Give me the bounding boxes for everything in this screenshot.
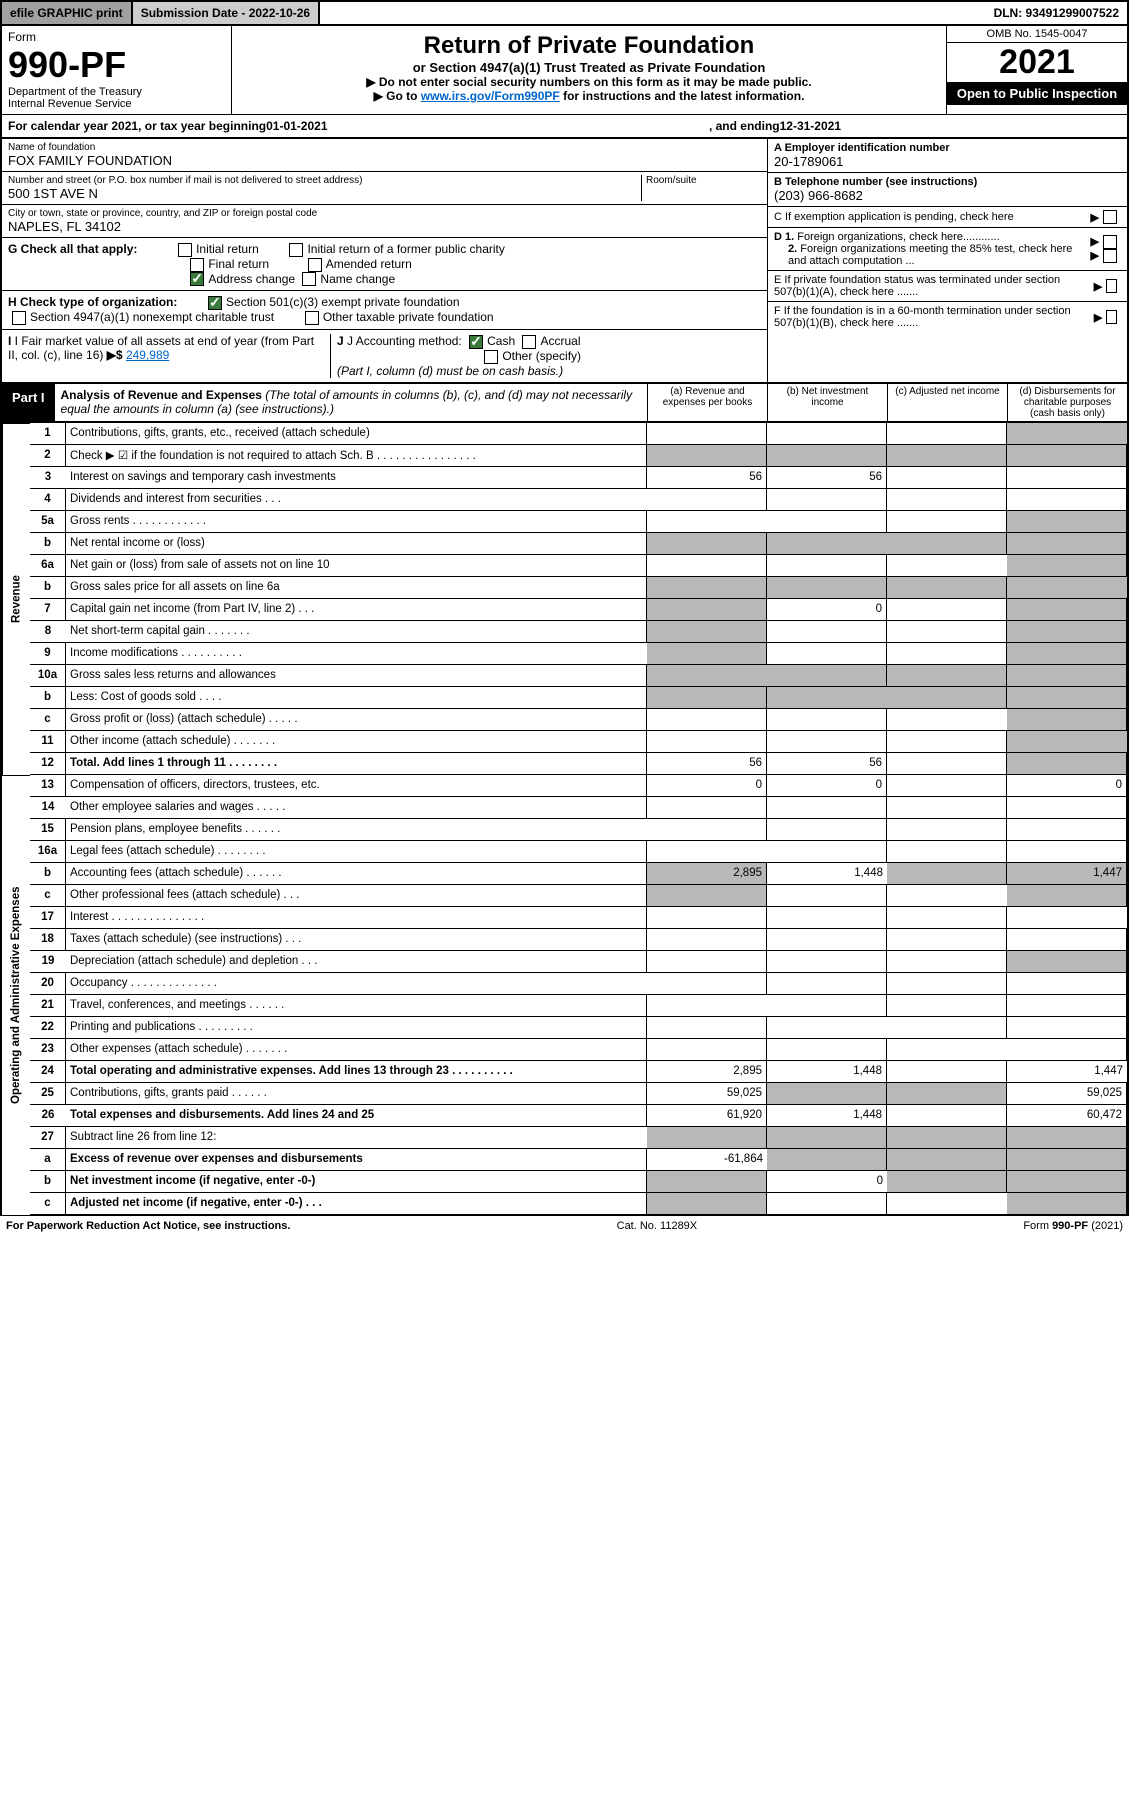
form-subtitle: or Section 4947(a)(1) Trust Treated as P… [238, 60, 940, 75]
cb-other-taxable[interactable] [305, 311, 319, 325]
check-h-row: H Check type of organization: Section 50… [2, 291, 767, 330]
street-address: 500 1ST AVE N [8, 186, 641, 201]
room-label: Room/suite [646, 175, 761, 186]
phone-value: (203) 966-8682 [774, 188, 1121, 203]
omb-number: OMB No. 1545-0047 [947, 26, 1127, 43]
form-number: 990-PF [8, 44, 225, 86]
box-d2: Foreign organizations meeting the 85% te… [788, 243, 1072, 267]
calendar-year-row: For calendar year 2021, or tax year begi… [0, 114, 1129, 139]
ein-label: A Employer identification number [774, 142, 1121, 154]
cb-c[interactable] [1103, 210, 1117, 224]
cb-accrual[interactable] [522, 335, 536, 349]
dept-treasury: Department of the Treasury [8, 86, 225, 98]
entity-info: Name of foundation FOX FAMILY FOUNDATION… [0, 139, 1129, 384]
i-j-row: I I Fair market value of all assets at e… [2, 330, 767, 382]
open-to-public: Open to Public Inspection [947, 82, 1127, 105]
dln: DLN: 93491299007522 [986, 2, 1127, 24]
dept-irs: Internal Revenue Service [8, 98, 225, 110]
cb-4947[interactable] [12, 311, 26, 325]
revenue-side-label: Revenue [2, 423, 30, 775]
cb-501c3[interactable] [208, 296, 222, 310]
submission-date: Submission Date - 2022-10-26 [133, 2, 320, 24]
footer-cat: Cat. No. 11289X [617, 1220, 698, 1232]
footer-left: For Paperwork Reduction Act Notice, see … [6, 1220, 290, 1232]
ein-value: 20-1789061 [774, 154, 1121, 169]
box-e: E If private foundation status was termi… [774, 274, 1094, 298]
cb-e[interactable] [1106, 279, 1117, 293]
form-title: Return of Private Foundation [238, 32, 940, 60]
cb-initial-return[interactable] [178, 243, 192, 257]
col-d-hdr: (d) Disbursements for charitable purpose… [1007, 384, 1127, 421]
cb-cash[interactable] [469, 335, 483, 349]
cb-f[interactable] [1106, 310, 1117, 324]
cb-initial-former[interactable] [289, 243, 303, 257]
foundation-name: FOX FAMILY FOUNDATION [8, 153, 761, 168]
cb-amended[interactable] [308, 258, 322, 272]
link-note: ▶ Go to www.irs.gov/Form990PF for instru… [238, 89, 940, 103]
box-d1: Foreign organizations, check here.......… [797, 231, 999, 243]
cb-d1[interactable] [1103, 235, 1117, 249]
box-c: C If exemption application is pending, c… [774, 211, 1014, 223]
form990pf-link[interactable]: www.irs.gov/Form990PF [421, 89, 560, 103]
cb-name-change[interactable] [302, 272, 316, 286]
cb-d2[interactable] [1103, 249, 1117, 263]
fmv-value[interactable]: 249,989 [126, 348, 169, 362]
foundation-name-label: Name of foundation [8, 142, 761, 153]
city-value: NAPLES, FL 34102 [8, 219, 761, 234]
tax-year: 2021 [947, 43, 1127, 82]
part1-header: Part I Analysis of Revenue and Expenses … [0, 384, 1129, 423]
form-word: Form [8, 30, 225, 44]
box-f: F If the foundation is in a 60-month ter… [774, 305, 1094, 329]
opex-side-label: Operating and Administrative Expenses [2, 775, 30, 1215]
phone-label: B Telephone number (see instructions) [774, 176, 1121, 188]
city-label: City or town, state or province, country… [8, 208, 761, 219]
form-header: Form 990-PF Department of the Treasury I… [0, 26, 1129, 114]
cb-other-method[interactable] [484, 350, 498, 364]
cb-address-change[interactable] [190, 272, 204, 286]
part1-label: Part I [2, 384, 55, 421]
col-d-note: (Part I, column (d) must be on cash basi… [337, 364, 563, 378]
efile-button[interactable]: efile GRAPHIC print [2, 2, 133, 24]
ssn-note: ▶ Do not enter social security numbers o… [238, 75, 940, 89]
header-bar: efile GRAPHIC print Submission Date - 20… [0, 0, 1129, 26]
address-label: Number and street (or P.O. box number if… [8, 175, 641, 186]
col-a-hdr: (a) Revenue and expenses per books [647, 384, 767, 421]
part1-table: Revenue1Contributions, gifts, grants, et… [0, 423, 1129, 1215]
footer-right: Form 990-PF (2021) [1023, 1220, 1123, 1232]
col-c-hdr: (c) Adjusted net income [887, 384, 1007, 421]
check-g-row: G Check all that apply: Initial return I… [2, 238, 767, 291]
page-footer: For Paperwork Reduction Act Notice, see … [0, 1215, 1129, 1236]
col-b-hdr: (b) Net investment income [767, 384, 887, 421]
